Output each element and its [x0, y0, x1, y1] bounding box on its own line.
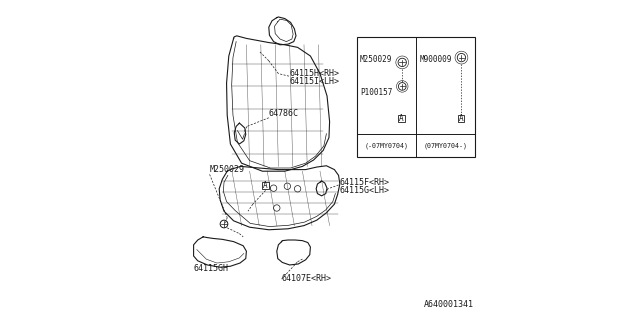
Text: A: A: [458, 114, 463, 123]
Bar: [398, 115, 404, 122]
Text: A: A: [399, 114, 404, 123]
Text: 64115G<LH>: 64115G<LH>: [339, 186, 389, 195]
Text: 64107E<RH>: 64107E<RH>: [282, 274, 332, 283]
Text: A: A: [263, 181, 268, 190]
Text: (07MY0704-): (07MY0704-): [424, 142, 467, 149]
Text: 64115F<RH>: 64115F<RH>: [339, 178, 389, 187]
Text: M250029: M250029: [360, 55, 392, 64]
Bar: [357, 37, 476, 157]
Text: P100157: P100157: [360, 88, 392, 97]
Text: M250029: M250029: [210, 165, 244, 174]
Text: 64115GH: 64115GH: [193, 264, 228, 273]
Text: M900009: M900009: [419, 55, 452, 64]
Bar: [262, 182, 269, 189]
Bar: [458, 115, 464, 122]
Text: A640001341: A640001341: [424, 300, 474, 309]
Text: (-07MY0704): (-07MY0704): [364, 142, 408, 149]
Text: 64115H<RH>: 64115H<RH>: [290, 69, 340, 78]
Text: 64786C: 64786C: [269, 109, 299, 118]
Text: 64115I<LH>: 64115I<LH>: [290, 77, 340, 86]
